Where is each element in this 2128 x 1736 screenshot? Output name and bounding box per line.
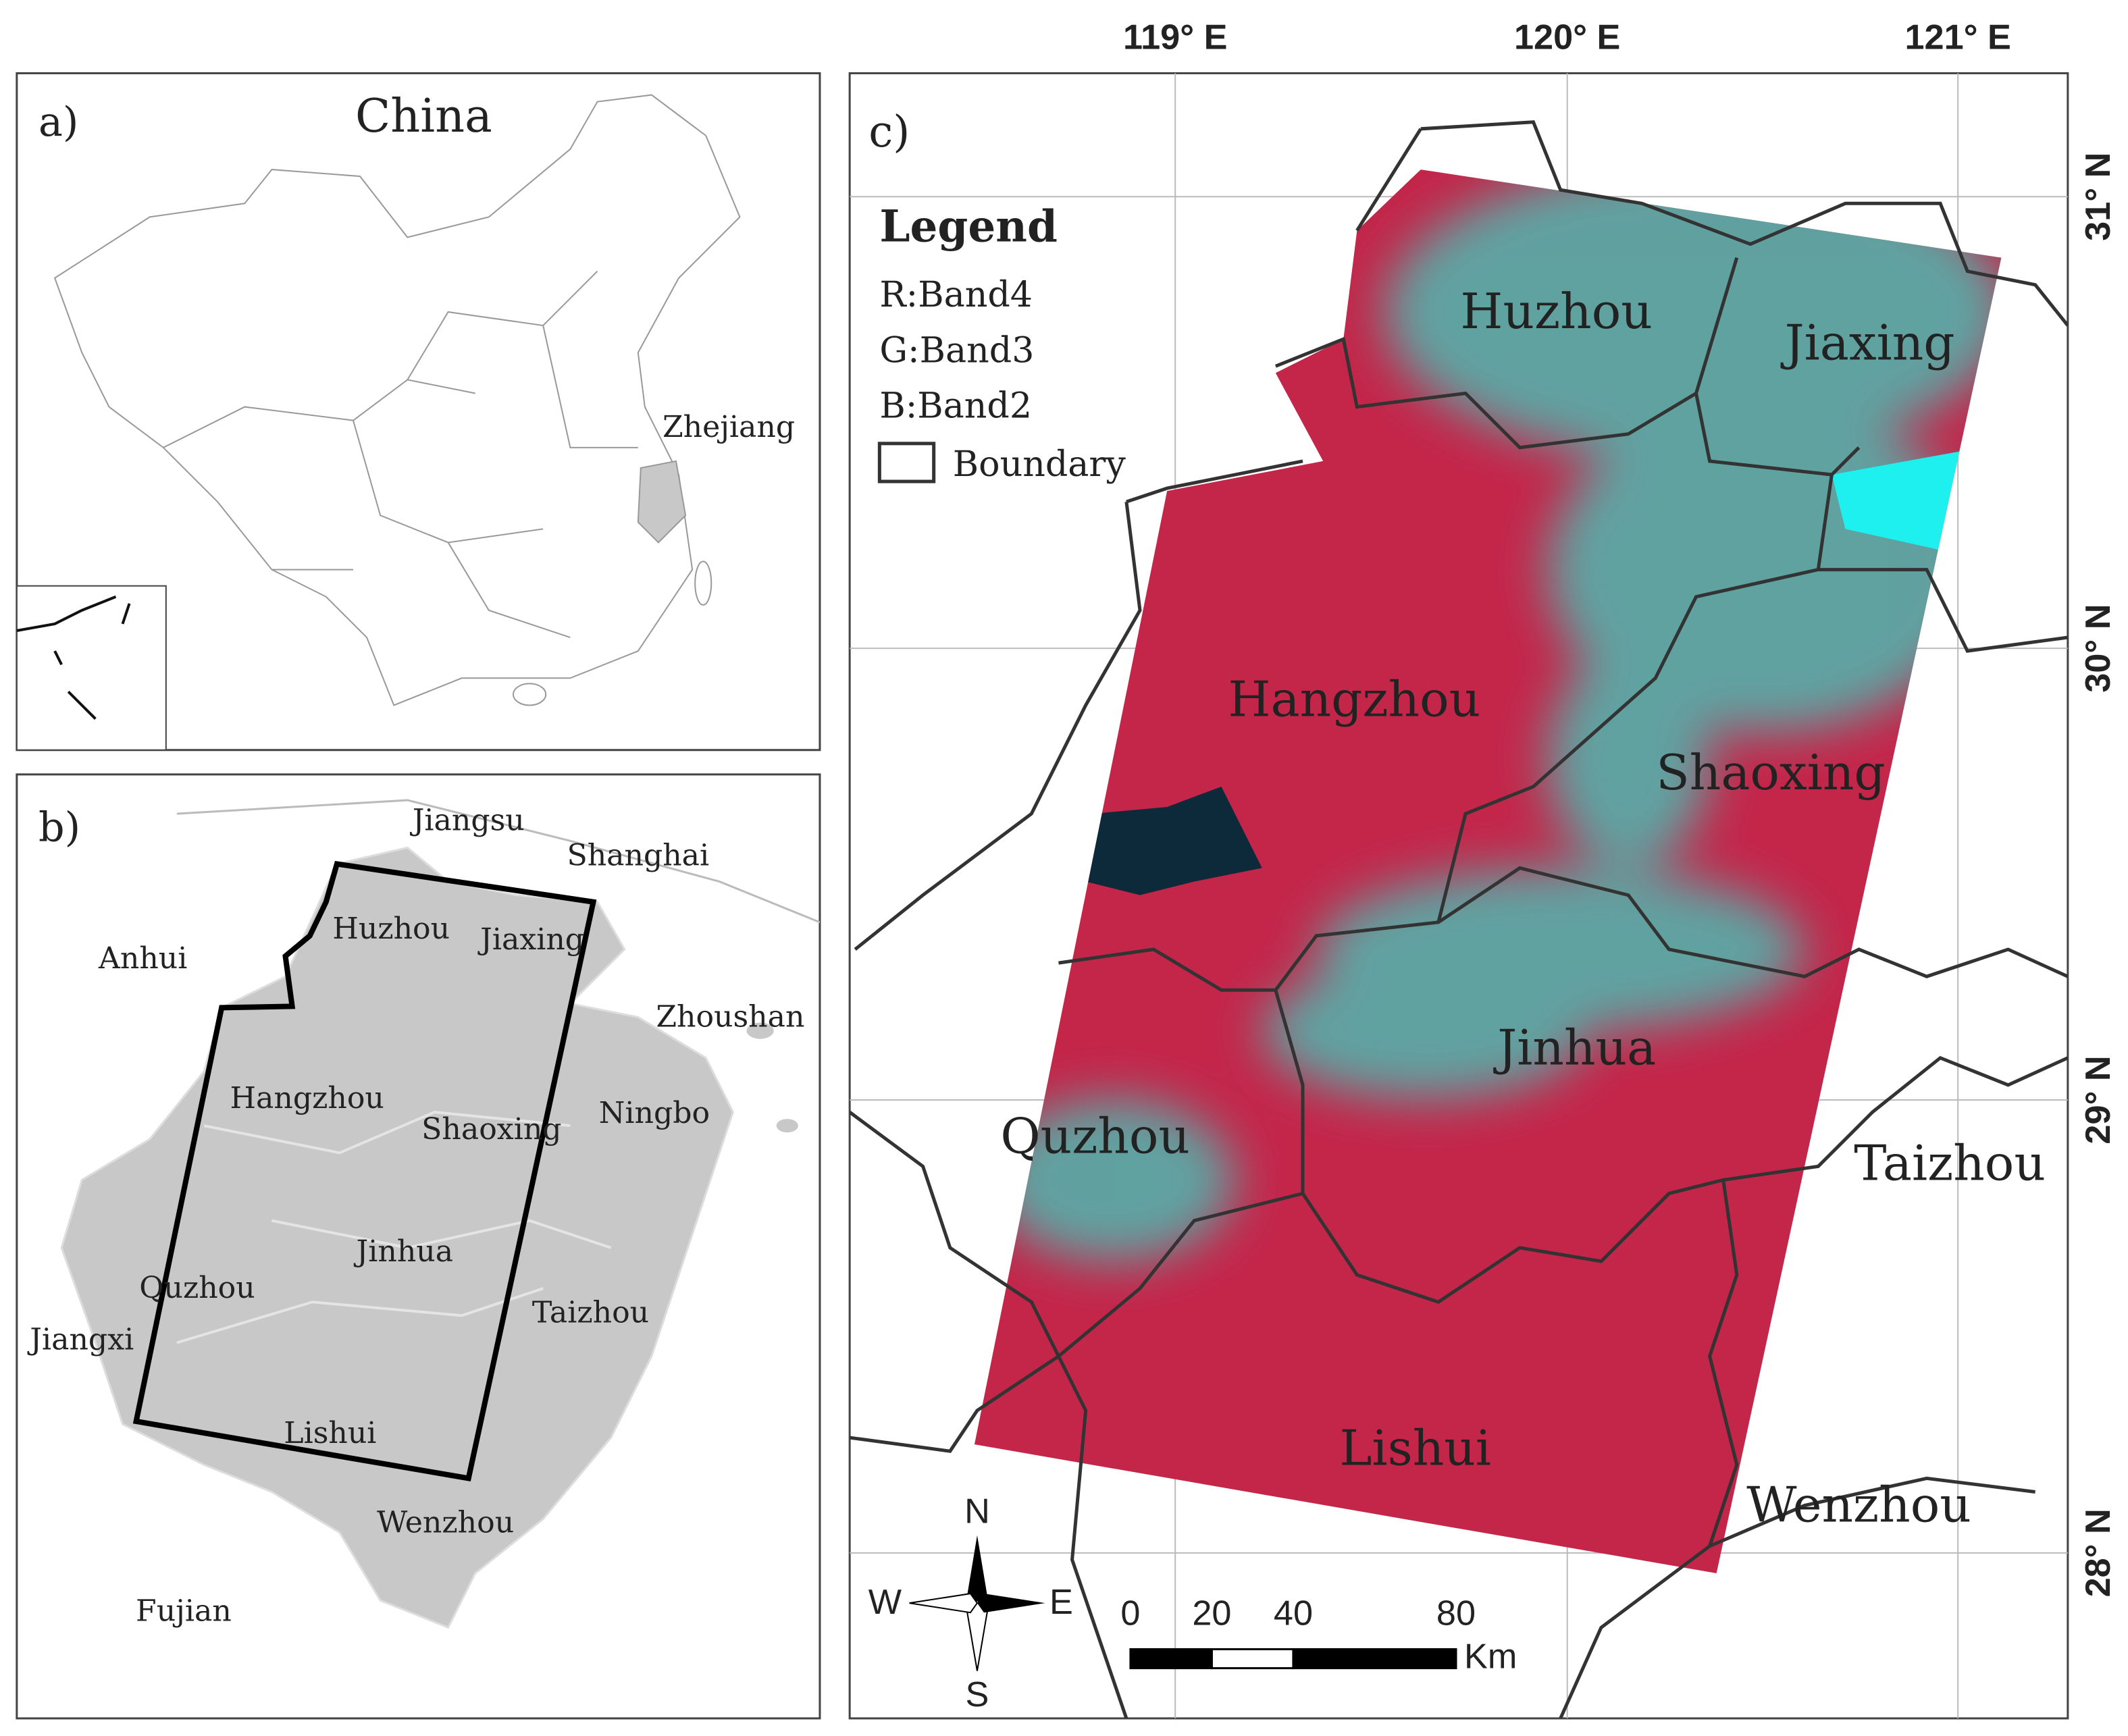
panel-c: c) Legend R:Band4G:Band3B:Band2Boundary …: [848, 72, 2069, 1720]
scale-segment: [1292, 1648, 1457, 1670]
compass-letter: S: [966, 1675, 989, 1714]
place-label: Quzhou: [139, 1271, 255, 1305]
place-label: Shanghai: [567, 838, 709, 872]
place-label: Wenzhou: [377, 1506, 514, 1540]
place-label: Huzhou: [1460, 284, 1652, 340]
panel-label: c): [868, 107, 910, 157]
place-label: Lishui: [284, 1416, 376, 1450]
scale-tick-label: 80: [1436, 1594, 1476, 1633]
longitude-label: 121° E: [1904, 18, 2010, 57]
place-label: Fujian: [136, 1594, 232, 1628]
scale-tick-label: 0: [1120, 1594, 1140, 1633]
place-label: Wenzhou: [1746, 1477, 1971, 1534]
latitude-label: 29° N: [2079, 1055, 2118, 1144]
place-label: Shaoxing: [421, 1112, 561, 1147]
scale-segment: [1210, 1648, 1295, 1670]
scale-unit: Km: [1464, 1637, 1517, 1677]
place-label: Hangzhou: [1228, 672, 1480, 729]
place-label: Taizhou: [1854, 1135, 2046, 1192]
legend-swatch: [877, 442, 936, 483]
latitude-label: 28° N: [2079, 1508, 2118, 1597]
place-label: Jiaxing: [477, 922, 584, 957]
compass-letter: W: [868, 1583, 902, 1622]
place-label: Quzhou: [1000, 1108, 1190, 1165]
place-label: Hangzhou: [230, 1081, 384, 1115]
place-label: Jinhua: [1493, 1020, 1656, 1077]
compass-letter: N: [964, 1492, 990, 1531]
legend: Legend R:Band4 G:Band3 B:Band2 Boundary: [877, 202, 1126, 485]
place-label: Jinhua: [354, 1234, 454, 1269]
panel-label: a): [38, 99, 78, 146]
longitude-label: 120° E: [1514, 18, 1620, 57]
inset-coast: [16, 595, 131, 720]
place-label: Ningbo: [599, 1096, 710, 1130]
china-map: [53, 94, 741, 706]
legend-item: R:Band4: [879, 275, 1033, 315]
panel-label: b): [38, 804, 80, 851]
scale-tick-label: 40: [1274, 1594, 1313, 1633]
north-arrow: N S W E: [868, 1492, 1073, 1714]
place-label: Taizhou: [532, 1295, 649, 1330]
scale-tick-label: 20: [1192, 1594, 1231, 1633]
panel-a: a) China: [16, 72, 821, 752]
longitude-label: 119° E: [1123, 18, 1227, 57]
latitude-label: 31° N: [2079, 153, 2118, 241]
compass-letter: E: [1049, 1583, 1073, 1622]
panel-b: b): [16, 773, 821, 1720]
boundaries: [850, 120, 2068, 1718]
place-label: Shaoxing: [1656, 745, 1885, 801]
place-label: Jiangsu: [410, 803, 525, 837]
place-label: Jiangxi: [27, 1323, 134, 1357]
scale-segment: [1129, 1648, 1213, 1670]
legend-item: G:Band3: [879, 330, 1034, 371]
place-label: Zhejiang: [663, 410, 795, 444]
study-area-box: [132, 860, 597, 1481]
legend-item: B:Band2: [879, 386, 1032, 427]
legend-title: Legend: [879, 202, 1058, 253]
map-title: China: [355, 90, 492, 143]
latitude-label: 30° N: [2079, 604, 2118, 693]
place-label: Zhoushan: [656, 1000, 804, 1034]
legend-item: Boundary: [953, 444, 1126, 485]
place-label: Huzhou: [332, 912, 450, 946]
place-label: Anhui: [98, 941, 187, 976]
inset-frame: [16, 585, 167, 751]
zhejiang-region: [637, 460, 687, 544]
place-label: Jiaxing: [1780, 315, 1955, 371]
place-label: Lishui: [1339, 1420, 1490, 1477]
